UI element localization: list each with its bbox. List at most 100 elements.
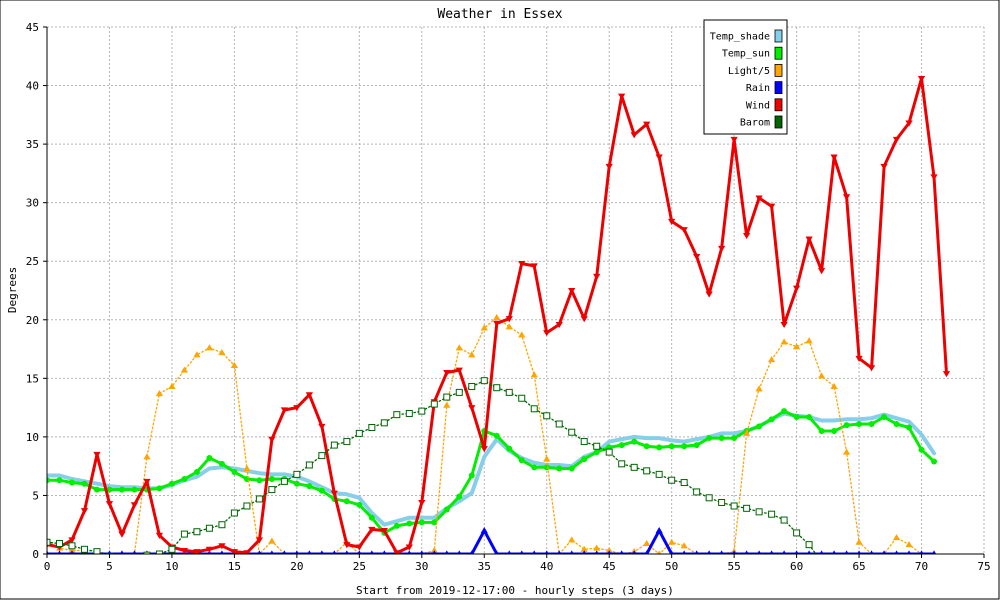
data-point (56, 477, 63, 484)
data-point (368, 526, 376, 534)
data-point (705, 494, 713, 502)
data-point (582, 550, 587, 554)
data-point (680, 542, 688, 549)
data-point (455, 388, 463, 396)
data-point (618, 460, 626, 468)
data-point (768, 355, 776, 363)
data-point (818, 428, 825, 435)
data-point (732, 550, 737, 554)
legend-label: Wind (746, 100, 770, 111)
data-point (455, 344, 463, 351)
data-point (867, 365, 876, 372)
data-point (668, 476, 676, 484)
data-point (268, 436, 276, 443)
data-point (682, 550, 687, 554)
data-point (756, 423, 763, 430)
data-point (293, 470, 301, 478)
series-barom (47, 377, 817, 554)
data-point (180, 366, 189, 373)
data-point (93, 486, 100, 493)
data-point (543, 464, 550, 471)
data-point (519, 550, 524, 554)
x-tick-label: 60 (790, 560, 803, 573)
data-point (480, 377, 488, 385)
data-point (643, 467, 651, 475)
data-point (205, 344, 214, 351)
data-point (432, 550, 437, 554)
data-point (793, 529, 801, 537)
data-point (468, 472, 475, 479)
data-point (380, 419, 388, 427)
data-point (406, 520, 413, 527)
data-point (105, 501, 114, 508)
data-point (306, 483, 313, 490)
data-point (894, 550, 899, 554)
data-point (332, 550, 337, 554)
data-point (368, 514, 375, 521)
y-tick-label: 30 (26, 197, 39, 210)
data-point (657, 550, 662, 554)
data-point (280, 407, 288, 414)
x-tick-label: 20 (290, 560, 303, 573)
series-temp-shade (47, 411, 936, 527)
data-point (344, 550, 349, 554)
data-point (532, 550, 537, 554)
data-point (830, 154, 838, 161)
data-point (656, 444, 663, 451)
data-point (418, 407, 426, 415)
data-point (505, 316, 513, 323)
data-point (456, 493, 463, 500)
y-tick-label: 40 (26, 80, 39, 93)
data-point (892, 136, 901, 144)
data-point (918, 446, 925, 453)
data-point (605, 448, 613, 456)
data-point (680, 479, 688, 487)
legend-label: Rain (746, 83, 770, 94)
data-point (569, 550, 574, 554)
data-point (693, 488, 701, 496)
data-point (143, 551, 151, 554)
data-point (393, 522, 400, 529)
x-tick-label: 30 (415, 560, 428, 573)
data-point (343, 542, 351, 549)
data-point (493, 384, 501, 392)
data-point (294, 550, 299, 554)
data-point (68, 546, 76, 554)
data-point (468, 351, 476, 358)
data-point (69, 550, 75, 554)
data-point (919, 550, 924, 554)
data-point (493, 313, 501, 320)
data-point (507, 550, 512, 554)
data-point (430, 400, 438, 408)
data-point (605, 163, 613, 170)
data-point (355, 429, 363, 437)
data-point (143, 453, 151, 460)
data-point (568, 536, 576, 543)
data-point (355, 544, 363, 551)
data-point (530, 263, 538, 270)
data-point (430, 546, 438, 554)
data-point (293, 480, 300, 487)
data-point (505, 388, 513, 396)
data-point (856, 550, 862, 554)
x-tick-label: 35 (478, 560, 491, 573)
data-point (418, 499, 426, 507)
y-tick-label: 35 (26, 138, 39, 151)
data-point (905, 120, 913, 127)
data-point (755, 508, 763, 516)
data-point (768, 510, 776, 518)
data-point (444, 550, 449, 554)
legend-label: Light/5 (728, 66, 770, 77)
data-point (568, 428, 576, 436)
data-point (469, 550, 474, 554)
data-point (407, 550, 412, 554)
data-point (305, 461, 313, 469)
data-point (419, 550, 424, 554)
data-point (443, 506, 450, 513)
legend-label: Temp_sun (722, 49, 770, 60)
data-point (817, 372, 826, 379)
x-tick-label: 75 (977, 560, 990, 573)
legend-box (703, 19, 788, 135)
data-point (718, 435, 725, 442)
data-point (193, 549, 201, 554)
